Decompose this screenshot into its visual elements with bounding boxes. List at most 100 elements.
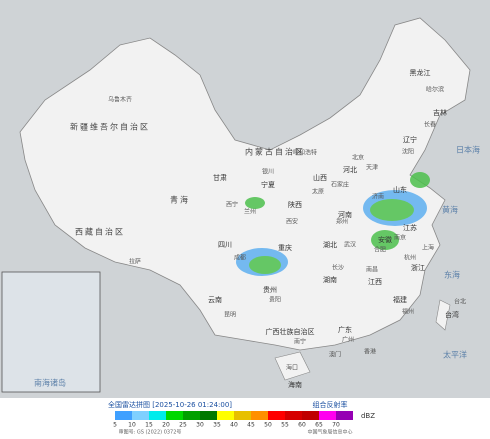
city-label: 乌鲁木齐 [108,96,132,104]
city-label: 石家庄 [331,181,349,189]
region-label: 四川 [218,241,232,249]
city-label: 南昌 [366,266,378,274]
legend-tick-label: 15 [145,422,153,429]
colorbar: 5 10 15 20 25 30 35 40 45 50 55 60 65 70 [113,411,353,429]
legend-tick-label: 55 [281,422,289,429]
legend-tick-label: 30 [196,422,204,429]
south-china-sea-inset [1,271,101,393]
color-swatch [336,411,353,420]
region-label: 福建 [393,295,407,304]
color-swatch [268,411,285,420]
city-label: 南宁 [294,338,306,346]
city-label: 银川 [262,168,274,176]
legend-tick-label: 70 [332,422,340,429]
region-label: 台湾 [445,310,459,319]
radar-echo [236,172,430,276]
source: 中国气象局信息中心 [307,429,352,436]
city-label: 昆明 [224,312,236,319]
region-label: 江西 [368,278,382,286]
city-label: 西宁 [226,201,238,209]
legend-tick-label: 5 [113,422,117,429]
city-label: 天津 [366,165,378,172]
region-label: 吉林 [433,108,447,117]
city-label: 哈尔滨 [426,86,444,94]
color-swatch [115,411,132,420]
city-label: 太原 [312,188,324,196]
city-label: 兰州 [244,208,256,216]
city-label: 济南 [372,193,384,201]
city-label: 成都 [234,254,246,262]
region-label: 辽宁 [403,135,417,144]
legend-tick-label: 10 [128,422,136,429]
city-label: 郑州 [336,218,348,226]
region-label: 山西 [313,173,327,182]
city-label: 南京 [394,234,406,242]
region-label: 云南 [208,295,222,304]
region-label: 宁夏 [261,180,275,189]
radar-echo [410,172,430,188]
region-label: 广东 [338,325,352,334]
city-label: 台北 [454,298,466,306]
city-label: 广州 [342,336,354,344]
region-label: 青海 [170,195,190,205]
color-swatch [183,411,200,420]
city-label: 西安 [286,218,298,226]
region-label: 安徽 [378,235,392,244]
city-label: 长沙 [332,264,344,272]
radar-echo [245,197,265,209]
region-label: 贵州 [263,285,277,294]
sea-label: 日本海 [456,145,480,155]
region-label: 陕西 [288,200,302,209]
sea-label: 南海诸岛 [34,378,66,388]
city-label: 合肥 [374,246,386,254]
legend-product: 组合反射率 [313,400,348,409]
color-swatch [132,411,149,420]
sea-label: 东海 [444,270,460,280]
city-label: 海口 [286,364,298,372]
city-label: 杭州 [404,254,416,262]
region-label: 重庆 [278,243,292,252]
labels: 新疆维吾尔自治区 西藏自治区 青海 内蒙古自治区 黑龙江 吉林 辽宁 河北 山西… [34,68,480,389]
color-swatch [251,411,268,420]
region-label: 河南 [338,210,352,219]
color-swatch [166,411,183,420]
approval-number: 审图号: GS (2022) 0372号 [119,429,182,436]
region-label: 浙江 [411,263,425,272]
color-swatch [217,411,234,420]
legend-tick-label: 25 [179,422,187,429]
region-label: 内蒙古自治区 [245,147,305,157]
color-swatch [234,411,251,420]
region-label: 海南 [288,380,302,389]
region-label: 山东 [393,185,407,194]
color-swatch [302,411,319,420]
region-label: 甘肃 [213,173,227,182]
city-label: 香港 [364,348,376,356]
legend-tick-label: 50 [264,422,272,429]
city-label: 北京 [352,154,364,162]
city-label: 贵阳 [269,296,281,304]
city-label: 呼和浩特 [293,149,317,157]
color-swatch [319,411,336,420]
legend-tick-label: 65 [315,422,323,429]
legend-tick-label: 35 [213,422,221,429]
legend-tick-label: 40 [230,422,238,429]
sea-label: 黄海 [442,205,458,215]
region-label: 湖南 [323,275,337,284]
region-label: 新疆维吾尔自治区 [70,122,150,132]
color-swatch [200,411,217,420]
radar-echo [370,199,414,221]
radar-echo [249,256,281,274]
legend-title: 全国雷达拼图 [2025-10-26 01:24:00] [108,400,232,409]
hainan [274,351,311,381]
taiwan [435,299,451,331]
color-swatch [285,411,302,420]
city-label: 长春 [424,121,436,129]
city-label: 拉萨 [129,258,141,266]
legend-tick-label: 20 [162,422,170,429]
city-label: 武汉 [344,241,356,249]
city-label: 澳门 [329,351,341,359]
legend-tick-label: 60 [298,422,306,429]
region-label: 广西壮族自治区 [266,327,315,336]
city-label: 福州 [402,308,414,316]
